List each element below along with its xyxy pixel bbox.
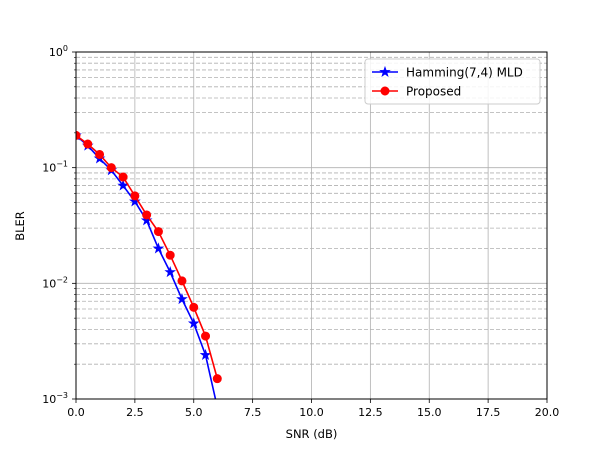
x-tick-label: 15.0: [417, 406, 442, 419]
circle-marker: [153, 227, 163, 237]
star-marker: [152, 242, 165, 254]
circle-marker: [177, 276, 187, 286]
x-tick-label: 20.0: [535, 406, 560, 419]
circle-marker: [95, 149, 105, 159]
x-tick-label: 7.5: [244, 406, 262, 419]
circle-marker: [142, 210, 152, 220]
axis-ticks: 0.0 2.5 5.0 7.5 10.0 12.5 15.0 17.5 20.010010−11…: [42, 44, 559, 419]
legend-label: Hamming(7,4) MLD: [406, 66, 523, 80]
legend-circle-marker: [380, 86, 390, 96]
circle-marker: [130, 191, 140, 201]
x-tick-label: 0.0: [67, 406, 85, 419]
y-tick-base: 10: [49, 46, 63, 59]
y-tick-exponent: 0: [63, 44, 68, 53]
x-tick-label: 17.5: [476, 406, 501, 419]
circle-marker: [118, 172, 128, 182]
x-tick-label: 2.5: [126, 406, 144, 419]
y-tick-label: 10−2: [42, 275, 68, 290]
circle-marker: [83, 139, 93, 149]
circle-marker: [201, 331, 211, 341]
star-marker: [129, 195, 141, 207]
y-tick-label: 10−1: [42, 160, 68, 175]
y-tick-label: 100: [49, 44, 68, 59]
circle-marker: [106, 163, 116, 173]
legend-label: Proposed: [406, 85, 461, 99]
legend-item: Proposed: [372, 85, 461, 99]
y-tick-exponent: −3: [56, 391, 68, 400]
x-tick-label: 10.0: [299, 406, 324, 419]
star-marker: [140, 214, 153, 226]
circle-marker: [212, 374, 222, 384]
y-tick-base: 10: [42, 393, 56, 406]
legend-star-marker: [379, 65, 391, 77]
star-marker: [176, 293, 188, 305]
star-marker: [199, 348, 212, 360]
legend-item: Hamming(7,4) MLD: [372, 66, 523, 80]
y-axis-label: BLER: [13, 211, 27, 241]
y-tick-label: 10−3: [42, 391, 68, 406]
y-tick-base: 10: [42, 162, 56, 175]
star-marker: [187, 317, 200, 329]
legend: Hamming(7,4) MLD Proposed: [364, 58, 541, 105]
y-tick-exponent: −1: [56, 160, 68, 169]
x-tick-label: 5.0: [185, 406, 203, 419]
y-tick-exponent: −2: [56, 275, 68, 284]
x-tick-label: 12.5: [358, 406, 383, 419]
x-axis-label: SNR (dB): [286, 427, 338, 441]
star-marker: [164, 266, 177, 278]
circle-marker: [189, 302, 199, 312]
legend-box: [364, 58, 541, 105]
circle-marker: [165, 250, 175, 260]
series-layer: [76, 129, 222, 399]
y-tick-base: 10: [42, 277, 56, 290]
